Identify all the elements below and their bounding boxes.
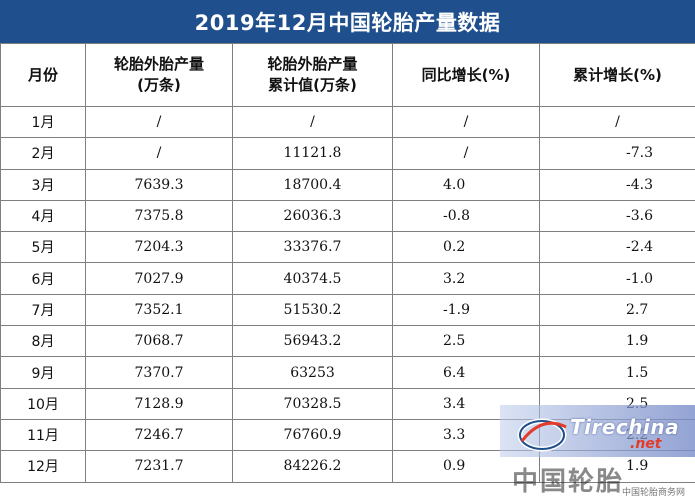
table-row: 9月 7370.7 63253 6.4 1.5 xyxy=(0,356,695,389)
table-body: 1月 / / //2月/11121.8/-7.3 3月 7639.3 18700.4 4.0-… xyxy=(0,105,695,483)
cell-yoy: 0.2 xyxy=(392,231,540,264)
cell-yoy: -1.9 xyxy=(392,293,540,327)
cell-month: 7月 xyxy=(0,293,86,327)
cell-output: 7128.9 xyxy=(85,387,233,420)
table-row: 4月 7375.8 26036.3 -0.8 -3.6 xyxy=(0,199,695,233)
cell-month: 4月 xyxy=(0,199,86,233)
cell-yoy: 0.9 xyxy=(392,450,540,483)
cell-output: 7204.3 xyxy=(85,231,233,264)
cell-cum-growth: 1.5 xyxy=(539,356,695,389)
header-yoy-line: 同比增长(%) xyxy=(421,65,511,84)
cell-output: 7639.3 xyxy=(85,168,233,201)
cell-cumulative: 40374.5 xyxy=(232,262,393,295)
cell-yoy: 6.4 xyxy=(392,356,540,389)
table-row: 10月 7128.9 70328.5 3.4 2.5 xyxy=(0,387,695,420)
cell-cum-growth: -3.6 xyxy=(539,199,695,233)
cell-month: 1月 xyxy=(0,105,86,139)
cell-cum-growth: 2.5 xyxy=(539,387,695,420)
cell-cum-growth: 1.9 xyxy=(539,450,695,483)
cell-cum-growth: -1.0 xyxy=(539,262,695,295)
cell-yoy: 3.2 xyxy=(392,262,540,295)
header-month: 月份 xyxy=(0,43,86,107)
cell-yoy: -0.8 xyxy=(392,199,540,233)
cell-yoy: / xyxy=(392,137,540,170)
table-row: 7月 7352.1 51530.2 -1.9 2.7 xyxy=(0,293,695,327)
cell-output: 7370.7 xyxy=(85,356,233,389)
cell-cumulative: 84226.2 xyxy=(232,450,393,483)
cell-cum-growth: 1.9 xyxy=(539,325,695,358)
header-cumulative-line: 轮胎外胎产量 xyxy=(267,55,358,73)
header-output-line: 轮胎外胎产量 xyxy=(113,55,204,73)
cell-yoy: 3.4 xyxy=(392,387,540,420)
header-row: 月份 轮胎外胎产量 (万条) 轮胎外胎产量 累计值(万条) 同比增长(%) 累计增长(%) xyxy=(0,43,695,107)
cell-output: / xyxy=(85,137,233,170)
table-row: 11月 7246.7 76760.9 3.3 2.2 xyxy=(0,418,695,452)
page-title: 2019年12月中国轮胎产量数据 xyxy=(0,0,695,43)
cell-cum-growth: 2.7 xyxy=(539,293,695,327)
cell-cum-growth: / xyxy=(539,105,695,139)
table-header: 月份 轮胎外胎产量 (万条) 轮胎外胎产量 累计值(万条) 同比增长(%) 累计增长(%) xyxy=(0,43,695,107)
cell-output: 7068.7 xyxy=(85,325,233,358)
cell-cumulative: 33376.7 xyxy=(232,231,393,264)
header-month-line: 月份 xyxy=(27,65,58,84)
cell-cumulative: 51530.2 xyxy=(232,293,393,327)
table-row: 1月 / / / / xyxy=(0,105,695,139)
cell-cumulative: 70328.5 xyxy=(232,387,393,420)
table-row: 3月 7639.3 18700.4 4.0 -4.3 xyxy=(0,168,695,201)
cell-yoy: 3.3 xyxy=(392,418,540,452)
cell-month: 12月 xyxy=(0,450,86,483)
cell-output: 7352.1 xyxy=(85,293,233,327)
cell-cumulative: / xyxy=(232,105,393,139)
cell-month: 2月 xyxy=(0,137,86,170)
header-yoy: 同比增长(%) xyxy=(392,43,540,107)
cell-cumulative: 26036.3 xyxy=(232,199,393,233)
cell-cumulative: 76760.9 xyxy=(232,418,393,452)
table-row: 6月 7027.9 40374.5 3.2 -1.0 xyxy=(0,262,695,295)
cell-month: 3月 xyxy=(0,168,86,201)
watermark-subtitle: 中国轮胎商务网 xyxy=(622,488,686,498)
cell-cumulative: 56943.2 xyxy=(232,325,393,358)
table-row: 5月 7204.3 33376.7 0.2 -2.4 xyxy=(0,231,695,264)
header-output: 轮胎外胎产量 (万条) xyxy=(85,43,233,107)
cell-month: 5月 xyxy=(0,231,86,264)
header-cumulative: 轮胎外胎产量 累计值(万条) xyxy=(232,43,393,107)
cell-output: 7231.7 xyxy=(85,450,233,483)
cell-month: 11月 xyxy=(0,418,86,452)
table-row: 8月 7068.7 56943.2 2.5 1.9 xyxy=(0,325,695,358)
cell-yoy: 4.0 xyxy=(392,168,540,201)
cell-cum-growth: -2.4 xyxy=(539,231,695,264)
header-cum-growth: 累计增长(%) xyxy=(539,43,695,107)
cell-output: / xyxy=(85,105,233,139)
cell-yoy: 2.5 xyxy=(392,325,540,358)
cell-month: 10月 xyxy=(0,387,86,420)
table-row: 2月/11121.8/-7.3 xyxy=(0,137,695,170)
header-output-line: (万条) xyxy=(137,76,181,94)
cell-month: 9月 xyxy=(0,356,86,389)
cell-cumulative: 63253 xyxy=(232,356,393,389)
header-cum-growth-line: 累计增长(%) xyxy=(573,65,662,84)
cell-cumulative: 18700.4 xyxy=(232,168,393,201)
cell-output: 7027.9 xyxy=(85,262,233,295)
tire-production-table: 月份 轮胎外胎产量 (万条) 轮胎外胎产量 累计值(万条) 同比增长(%) 累计增长(%) … xyxy=(0,43,695,483)
cell-output: 7375.8 xyxy=(85,199,233,233)
cell-cum-growth: 2.2 xyxy=(539,418,695,452)
cell-month: 8月 xyxy=(0,325,86,358)
cell-cum-growth: -4.3 xyxy=(539,168,695,201)
cell-cum-growth: -7.3 xyxy=(539,137,695,170)
cell-output: 7246.7 xyxy=(85,418,233,452)
cell-yoy: / xyxy=(392,105,540,139)
cell-cumulative: 11121.8 xyxy=(232,137,393,170)
table-row: 12月 7231.7 84226.2 0.9 1.9 xyxy=(0,450,695,483)
header-cumulative-line: 累计值(万条) xyxy=(268,76,357,94)
cell-month: 6月 xyxy=(0,262,86,295)
